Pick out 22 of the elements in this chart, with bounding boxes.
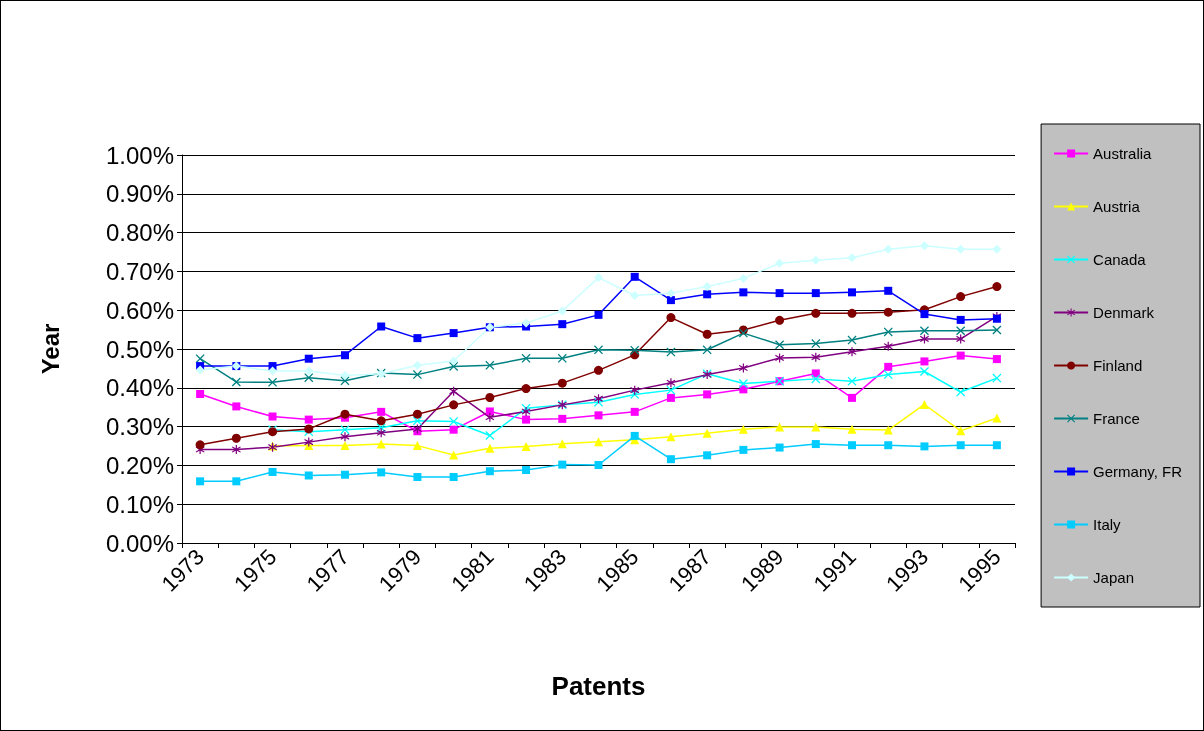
legend-label: Austria xyxy=(1093,198,1141,215)
y-tick-label: 0.50% xyxy=(105,335,174,363)
y-tick-label: 0.10% xyxy=(105,490,174,518)
y-tick-label: 1.00% xyxy=(105,141,174,169)
y-tick-label: 0.40% xyxy=(105,374,174,402)
x-axis-title: Patents xyxy=(551,671,646,701)
legend-label: Finland xyxy=(1093,357,1143,374)
legend-label: Germany, FR xyxy=(1093,463,1183,480)
y-axis-title: Year xyxy=(36,323,64,375)
legend-label: Japan xyxy=(1093,569,1134,586)
y-tick-label: 0.30% xyxy=(105,413,174,441)
legend-label: Italy xyxy=(1093,516,1122,533)
y-tick-label: 0.70% xyxy=(105,257,174,285)
legend-label: France xyxy=(1093,410,1140,427)
y-tick-label: 0.20% xyxy=(105,451,174,479)
legend-label: Denmark xyxy=(1093,304,1155,321)
legend-label: Canada xyxy=(1093,251,1147,268)
legend-label: Australia xyxy=(1093,145,1153,162)
y-tick-label: 0.90% xyxy=(105,180,174,208)
y-tick-label: 0.80% xyxy=(105,219,174,247)
y-tick-label: 0.60% xyxy=(105,296,174,324)
y-tick-label: 0.00% xyxy=(105,529,174,557)
